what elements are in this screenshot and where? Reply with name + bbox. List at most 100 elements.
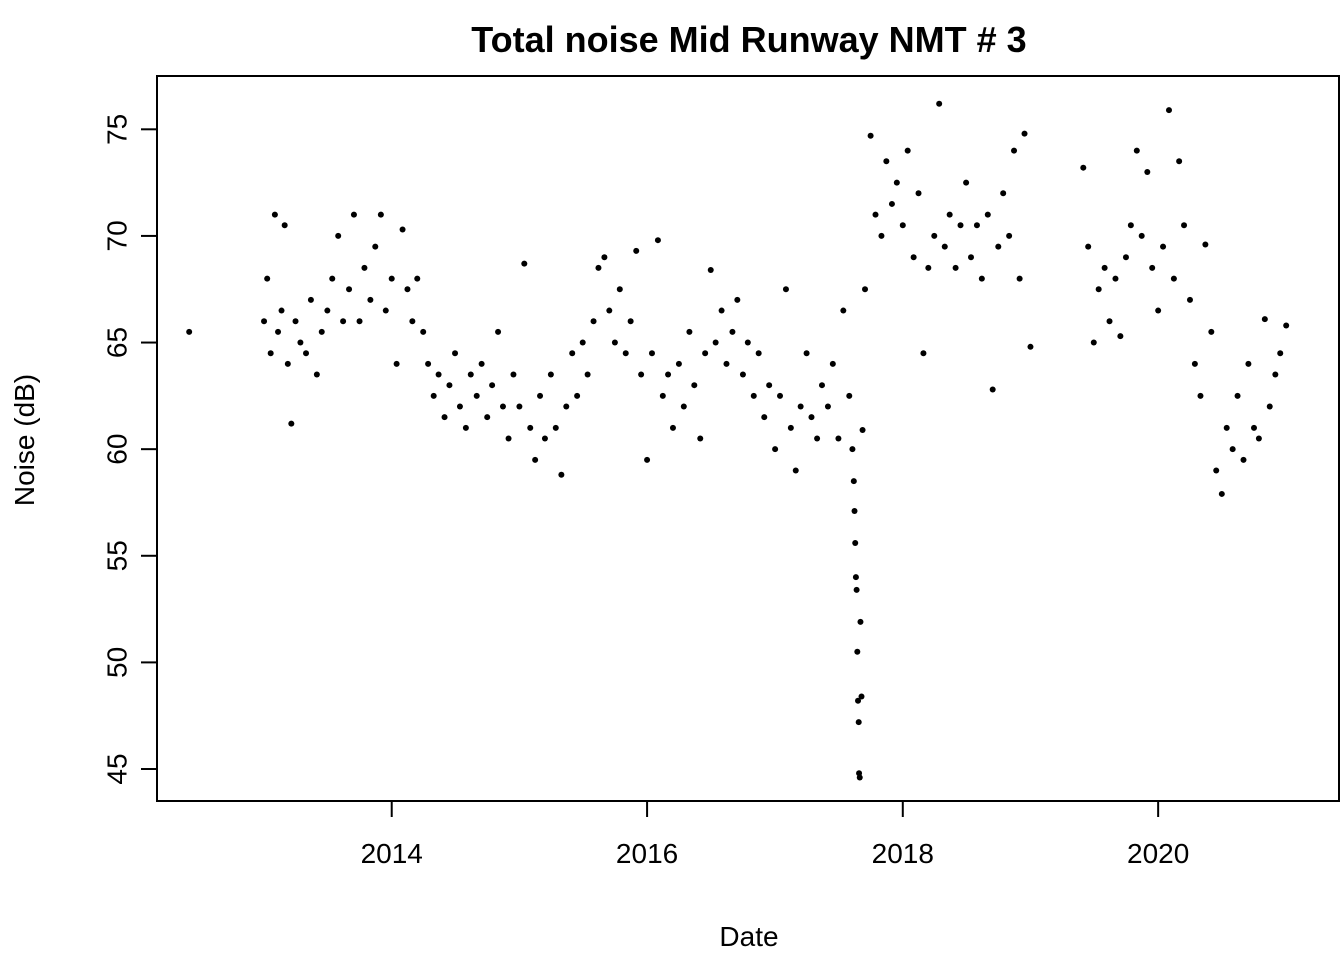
data-point (853, 586, 860, 593)
data-point (284, 360, 291, 367)
data-point (915, 190, 922, 197)
data-point (1095, 286, 1102, 293)
data-point (1080, 164, 1087, 171)
data-point (872, 211, 879, 218)
data-point (849, 446, 856, 453)
data-point (973, 222, 980, 229)
data-point (808, 414, 815, 421)
data-point (697, 435, 704, 442)
data-point (854, 648, 861, 655)
data-point (329, 275, 336, 282)
y-tick-label: 65 (102, 327, 133, 358)
data-point (414, 275, 421, 282)
data-point (1155, 307, 1162, 314)
x-tick-label: 2018 (872, 838, 934, 869)
data-point (755, 350, 762, 357)
data-point (532, 456, 539, 463)
data-point (883, 158, 890, 165)
data-point (505, 435, 512, 442)
data-point (261, 318, 268, 325)
data-point (691, 382, 698, 389)
data-point (1106, 318, 1113, 325)
data-point (946, 211, 953, 218)
data-point (659, 392, 666, 399)
data-point (307, 296, 314, 303)
data-point (473, 392, 480, 399)
data-point (654, 237, 661, 244)
data-point (622, 350, 629, 357)
data-point (1011, 147, 1018, 154)
data-point (574, 392, 581, 399)
data-point (1218, 490, 1225, 497)
data-point (766, 382, 773, 389)
data-point (340, 318, 347, 325)
data-point (1144, 168, 1151, 175)
data-point (852, 539, 859, 546)
x-tick-label: 2020 (1127, 838, 1189, 869)
data-point (1165, 107, 1172, 114)
data-point (521, 260, 528, 267)
data-point (829, 360, 836, 367)
data-point (1181, 222, 1188, 229)
data-point (288, 420, 295, 427)
data-point (1133, 147, 1140, 154)
data-point (1266, 403, 1273, 410)
data-point (750, 392, 757, 399)
data-point (1021, 130, 1028, 137)
data-point (1160, 243, 1167, 250)
data-point (601, 254, 608, 261)
data-point (611, 339, 618, 346)
y-axis: 45 50 55 60 65 70 75 (102, 114, 158, 785)
data-point (995, 243, 1002, 250)
data-point (648, 350, 655, 357)
data-point (910, 254, 917, 261)
data-point (420, 328, 427, 335)
data-point (680, 403, 687, 410)
data-point (1127, 222, 1134, 229)
data-point (787, 424, 794, 431)
data-point (1202, 241, 1209, 248)
data-point (1250, 424, 1257, 431)
y-tick-label: 50 (102, 647, 133, 678)
data-point (484, 414, 491, 421)
data-point (510, 371, 517, 378)
data-point (669, 424, 676, 431)
data-point (867, 132, 874, 139)
data-point (1170, 275, 1177, 282)
data-point (452, 350, 459, 357)
data-point (1229, 446, 1236, 453)
data-point (1101, 264, 1108, 271)
data-point (275, 328, 282, 335)
data-point (1016, 275, 1023, 282)
data-point (537, 392, 544, 399)
data-point (925, 264, 932, 271)
data-point (978, 275, 985, 282)
data-point (984, 211, 991, 218)
data-point (1213, 467, 1220, 474)
y-axis-label: Noise (dB) (9, 374, 40, 506)
data-point (1283, 322, 1290, 329)
data-point (712, 339, 719, 346)
data-point (388, 275, 395, 282)
y-tick-label: 55 (102, 540, 133, 571)
data-points (186, 100, 1290, 781)
data-point (313, 371, 320, 378)
data-point (462, 424, 469, 431)
data-point (478, 360, 485, 367)
data-point (968, 254, 975, 261)
data-point (633, 247, 640, 254)
data-point (563, 403, 570, 410)
data-point (547, 371, 554, 378)
data-point (803, 350, 810, 357)
data-point (718, 307, 725, 314)
data-point (441, 414, 448, 421)
data-point (1208, 328, 1215, 335)
data-point (499, 403, 506, 410)
x-tick-label: 2014 (361, 838, 423, 869)
data-point (936, 100, 943, 107)
data-point (456, 403, 463, 410)
data-point (850, 478, 857, 485)
data-point (1149, 264, 1156, 271)
data-point (404, 286, 411, 293)
data-point (814, 435, 821, 442)
